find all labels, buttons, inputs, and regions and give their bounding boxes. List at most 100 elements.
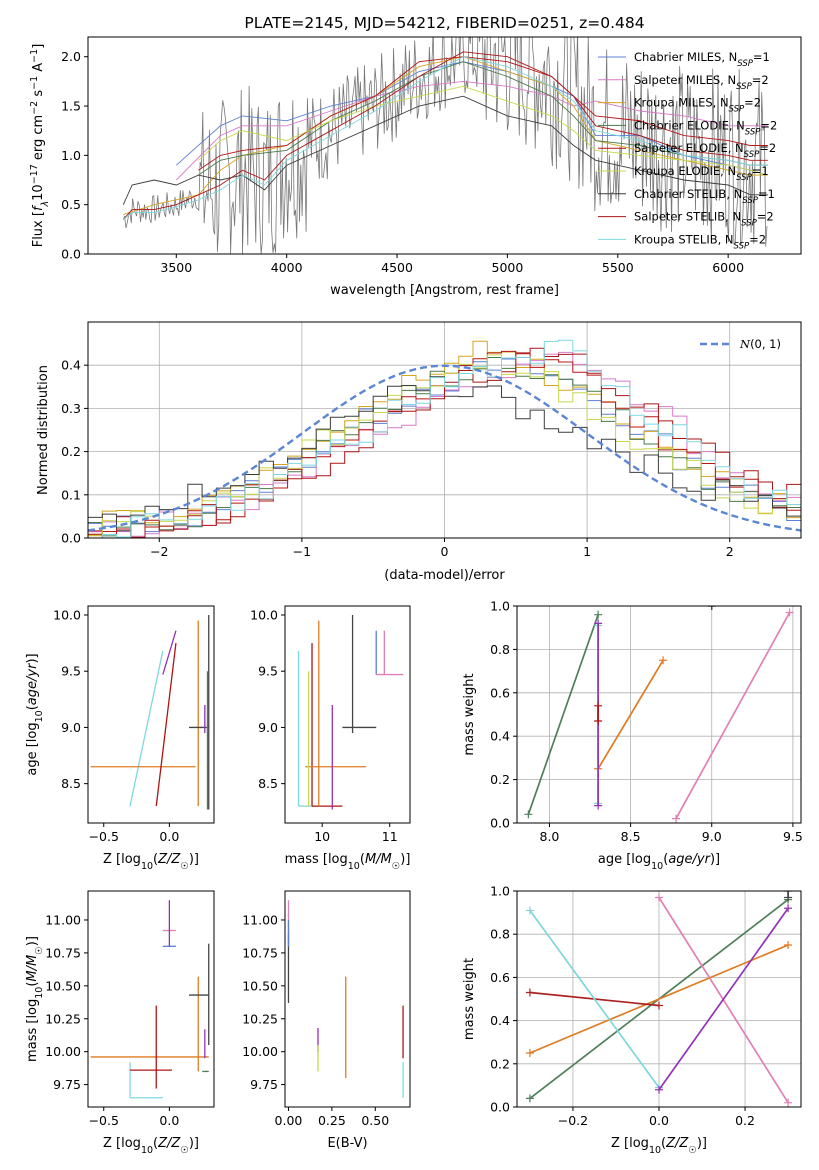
legend-entry: Kroupa ELODIE, NSSP=1 [634, 164, 769, 183]
weight-line [527, 614, 599, 815]
hist-xlabel: (data-model)/error [384, 568, 505, 583]
label-part: ( [153, 852, 158, 867]
weight-vs-age-plot [524, 606, 794, 823]
y-tick-label: 9.75 [53, 1077, 81, 1092]
normal-symbol: N [739, 337, 751, 351]
label-part: 10 [141, 1145, 153, 1156]
weight-marker [655, 893, 663, 902]
label-part: ☉ [34, 946, 45, 955]
weight-vs-z-ylabel: mass weight [462, 958, 477, 1040]
label-part: Z/Z [157, 852, 181, 867]
x-tick-label: 2 [726, 544, 734, 559]
model-kroupa-stelib [123, 56, 768, 220]
weight-marker [707, 606, 716, 610]
grid [88, 322, 801, 539]
label-part: −2 [29, 101, 40, 115]
x-tick-label: −2 [150, 544, 168, 559]
legend-sub: SSP [741, 219, 757, 229]
x-tick-label: −0.5 [89, 1113, 119, 1128]
age-vs-mass-xlabel: mass [log10(M/M☉)] [285, 852, 411, 872]
label-part: 10 [34, 987, 45, 999]
x-tick-label: 3500 [160, 260, 192, 275]
y-tick-label: 8.5 [61, 776, 81, 791]
legend-nssp: =2 [752, 73, 769, 87]
y-tick-label: 0.3 [61, 401, 81, 416]
x-tick-label: −0.2 [558, 1113, 588, 1128]
weight-marker [659, 656, 668, 665]
y-tick-label: 8.5 [258, 776, 278, 791]
y-tick-label: 1.0 [490, 599, 510, 614]
x-tick-label: 5000 [492, 260, 524, 275]
hist-series [88, 347, 801, 538]
label-part: ☉ [180, 861, 189, 872]
y-tick-label: 9.0 [258, 720, 278, 735]
spectrum-xlabel: wavelength [Angstrom, rest frame] [330, 283, 559, 298]
hist-ylabel: Normed distribution [36, 365, 51, 495]
legend-name: Kroupa STELIB, N [634, 232, 734, 246]
spectrum-legend: Chabrier MILES, NSSP=1 Salpeter MILES, N S… [598, 50, 777, 251]
label-part: )] [25, 653, 40, 663]
label-part: ☉ [688, 1145, 697, 1156]
weight-marker [784, 1098, 793, 1107]
legend-entry: Chabrier MILES, NSSP=1 [634, 50, 770, 69]
spectrum-plot [122, 37, 769, 254]
x-tick-label: 5500 [602, 260, 634, 275]
label-part: s [31, 90, 46, 101]
model-chabrier-stelib [122, 95, 768, 205]
age-vs-z-plot [90, 614, 210, 810]
label-part: age/yr [25, 662, 40, 705]
legend-name: Kroupa ELODIE, N [634, 164, 736, 178]
legend-name: Chabrier ELODIE, N [634, 118, 745, 132]
label-part: 10 [31, 184, 46, 201]
legend-nssp: =1 [758, 187, 775, 201]
normal-curve [88, 364, 801, 532]
age-vs-z-frame [87, 605, 215, 824]
mass-vs-z-axes: −0.5 0.0 9.75 10.00 10.25 10.50 10.75 11.00 [45, 912, 179, 1128]
legend-nssp: =2 [759, 141, 776, 155]
x-tick-label: 0.25 [318, 1113, 346, 1128]
hist-plot [88, 339, 801, 538]
x-tick-label: 1 [583, 544, 591, 559]
legend-nssp: =2 [744, 96, 761, 110]
mass-vs-z-plot [90, 900, 210, 1099]
y-tick-label: 10.75 [242, 945, 278, 960]
weight-marker [655, 1001, 663, 1010]
y-tick-label: 10.25 [45, 1011, 81, 1026]
legend-entry: Salpeter ELODIE, NSSP=2 [634, 141, 776, 160]
y-tick-label: 0.2 [61, 444, 81, 459]
weight-marker [525, 988, 534, 997]
label-part: −1 [29, 49, 40, 63]
legend-nssp: =2 [757, 210, 774, 224]
hist-legend-label: N(0, 1) [739, 337, 781, 351]
legend-sub: SSP [742, 196, 758, 206]
age-vs-z-axes: −0.5 0.0 8.5 9.0 9.5 10.0 [53, 607, 179, 844]
legend-nssp: =2 [760, 118, 777, 132]
label-part: −1 [29, 76, 40, 90]
label-part: )] [25, 936, 40, 946]
y-tick-label: 11.00 [45, 912, 81, 927]
label-part: ( [661, 1136, 666, 1151]
label-part: Z/Z [157, 1136, 181, 1151]
spectrum-title: PLATE=2145, MJD=54212, FIBERID=0251, z=0… [244, 14, 644, 32]
weight-line [675, 612, 791, 820]
mass-vs-z-ylabel: mass [log10(M/M☉)] [25, 936, 45, 1062]
legend-entry: Kroupa MILES, NSSP=2 [634, 96, 761, 115]
label-part: f [31, 204, 46, 211]
legend-name: Salpeter MILES, N [634, 73, 736, 87]
label-part: ☉ [180, 1145, 189, 1156]
y-tick-label: 0.1 [61, 487, 81, 502]
legend-sub: SSP [736, 173, 752, 183]
weight-marker [594, 801, 603, 810]
legend-sub: SSP [744, 150, 760, 160]
y-tick-label: 0.8 [490, 642, 510, 657]
legend-entry: Kroupa STELIB, NSSP=2 [634, 232, 766, 251]
legend-name: Salpeter ELODIE, N [634, 141, 744, 155]
label-part: 10 [348, 861, 360, 872]
weight-marker [784, 891, 793, 895]
y-tick-label: 9.75 [250, 1077, 278, 1092]
weight-marker [785, 608, 794, 617]
weight-line [597, 659, 664, 770]
label-part: Z [log [103, 852, 141, 867]
weight-marker [594, 717, 603, 726]
mass-vs-ebv-plot [287, 900, 404, 1098]
